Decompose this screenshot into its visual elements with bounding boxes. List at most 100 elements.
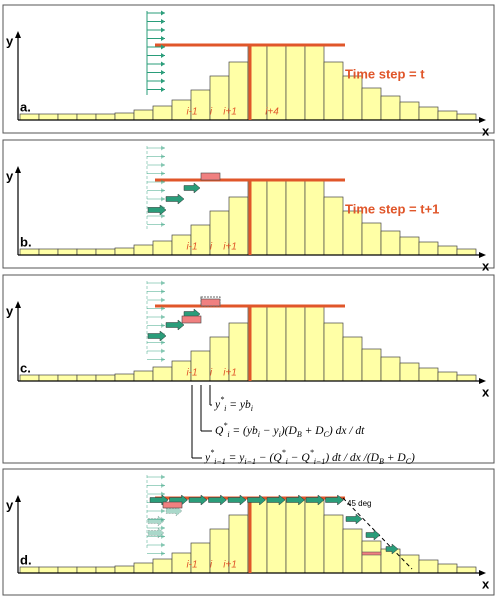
y-arrow bbox=[15, 166, 21, 173]
bar bbox=[57, 248, 78, 256]
flow-arrow bbox=[188, 494, 208, 506]
bar bbox=[133, 109, 154, 121]
flow-arrow bbox=[147, 330, 167, 342]
flow-arrow bbox=[165, 319, 185, 331]
outline bbox=[200, 296, 221, 307]
equation-part: i−1 bbox=[244, 457, 256, 466]
flow-arrow-head bbox=[161, 551, 165, 556]
y-axis-label: y bbox=[6, 33, 14, 48]
bar bbox=[152, 558, 173, 574]
panel-frame bbox=[2, 468, 495, 596]
flow-arrow-head bbox=[161, 19, 165, 24]
bar bbox=[95, 566, 116, 574]
equation-part: i bbox=[258, 430, 260, 439]
bar bbox=[304, 179, 325, 256]
index-label: i-1 bbox=[186, 107, 197, 118]
flow-arrow-head bbox=[161, 188, 165, 193]
bar bbox=[437, 563, 458, 574]
equation-part: i−1 bbox=[214, 457, 226, 466]
excess bbox=[200, 298, 221, 307]
index-label: i bbox=[210, 368, 213, 379]
bar bbox=[19, 566, 40, 574]
flow-arrow bbox=[325, 494, 344, 506]
bar bbox=[437, 245, 458, 256]
bar bbox=[399, 101, 420, 121]
bar bbox=[114, 565, 135, 574]
bar bbox=[304, 497, 325, 574]
flow-arrow bbox=[227, 494, 247, 506]
flow-arrow-head bbox=[161, 145, 165, 151]
flow-arrow-head bbox=[161, 196, 165, 202]
bar bbox=[114, 247, 135, 256]
bar bbox=[285, 497, 306, 574]
flow-arrow bbox=[247, 494, 266, 506]
bar bbox=[304, 305, 325, 382]
flow-arrow-head bbox=[161, 306, 165, 311]
bar bbox=[285, 305, 306, 382]
flow-arrow bbox=[147, 204, 167, 216]
bar bbox=[266, 497, 287, 574]
bar bbox=[342, 75, 363, 121]
index-label: i+4 bbox=[265, 107, 279, 118]
equation-part: − (Q bbox=[256, 452, 282, 464]
equation-part: C bbox=[406, 457, 412, 466]
bar bbox=[19, 374, 40, 382]
equation-part: * bbox=[220, 395, 224, 404]
bar bbox=[380, 230, 401, 256]
index-label: i+1 bbox=[223, 242, 237, 253]
flow-arrow-head bbox=[161, 525, 165, 531]
flow-arrow bbox=[147, 527, 165, 539]
bar bbox=[57, 566, 78, 574]
panel-label: a. bbox=[20, 99, 31, 114]
time-step: Time step = t bbox=[345, 66, 425, 81]
bar bbox=[76, 113, 97, 121]
flow-arrow-head bbox=[161, 179, 165, 185]
y-axis-label: y bbox=[6, 497, 14, 512]
bar bbox=[133, 562, 154, 574]
index-label: i bbox=[210, 560, 213, 571]
bar bbox=[399, 236, 420, 256]
bar bbox=[380, 356, 401, 382]
flow-arrow-head bbox=[161, 171, 165, 176]
x-arrow bbox=[479, 570, 486, 576]
excess bbox=[361, 551, 382, 556]
bar bbox=[114, 112, 135, 121]
bar bbox=[380, 548, 401, 574]
bar bbox=[418, 559, 439, 574]
index-label: i bbox=[210, 107, 213, 118]
bar bbox=[418, 106, 439, 121]
equation-part: ) dx / dt bbox=[328, 425, 365, 437]
x-arrow bbox=[479, 252, 486, 258]
time-step: Time step = t+1 bbox=[345, 201, 439, 216]
flow-arrow-head bbox=[161, 289, 165, 294]
bar bbox=[456, 113, 477, 121]
equation-part: − y bbox=[260, 425, 280, 437]
equation-part: = (yb bbox=[230, 425, 258, 437]
bar bbox=[114, 373, 135, 382]
bar bbox=[437, 371, 458, 382]
bar bbox=[342, 336, 363, 382]
flow-arrow-head bbox=[161, 27, 165, 33]
bar bbox=[38, 566, 59, 574]
equation-part: + D bbox=[384, 452, 407, 464]
flow-arrow bbox=[165, 193, 185, 205]
equation-part: * bbox=[282, 448, 286, 457]
flow-arrow-head bbox=[161, 534, 165, 539]
y-arrow bbox=[15, 301, 21, 308]
equation-part: i bbox=[286, 457, 288, 466]
equation-part: ) dt / dx /(D bbox=[324, 452, 379, 464]
bar bbox=[323, 322, 344, 382]
equation-part: C bbox=[324, 430, 330, 439]
x-arrow bbox=[479, 117, 486, 123]
flow-arrow-head bbox=[161, 78, 165, 84]
equation-part: i bbox=[251, 404, 253, 413]
flow-arrow-head bbox=[161, 517, 165, 522]
equation-part: )(D bbox=[280, 425, 298, 437]
index-label: i+1 bbox=[223, 107, 237, 118]
equation-part: = yb bbox=[226, 399, 251, 411]
flow-arrow-head bbox=[161, 36, 165, 41]
flow-arrow-head bbox=[161, 297, 165, 303]
panel-frame bbox=[2, 4, 495, 134]
flow-arrow-head bbox=[161, 61, 165, 67]
bar bbox=[95, 248, 116, 256]
